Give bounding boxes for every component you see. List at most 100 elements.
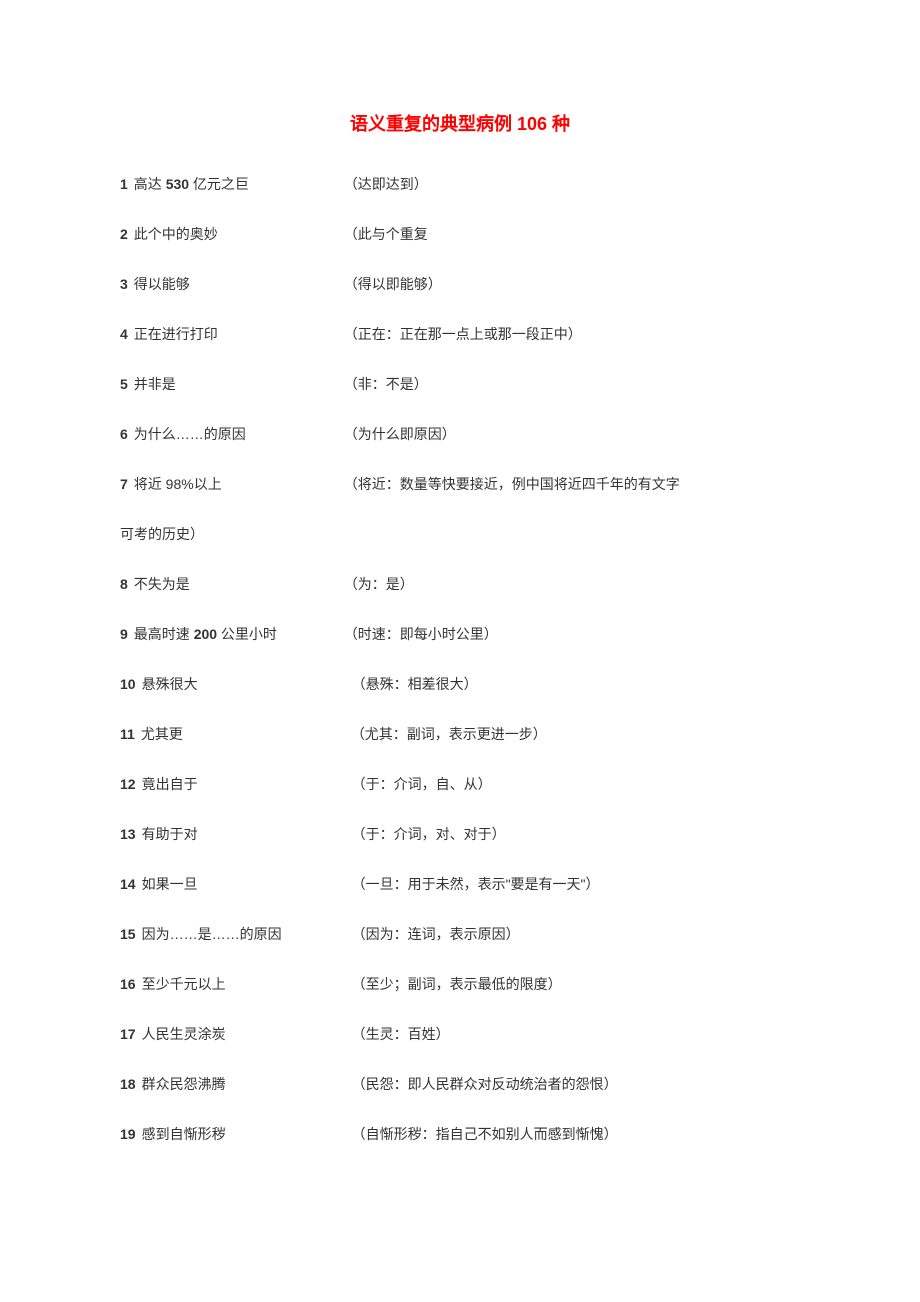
item-number: 3	[120, 274, 128, 295]
list-item: 6 为什么……的原因 （为什么即原因）	[120, 424, 800, 445]
item-phrase: 最高时速 200 公里小时	[134, 624, 344, 645]
item-phrase: 如果一旦	[142, 874, 352, 895]
item-number: 17	[120, 1024, 136, 1045]
list-item: 5 并非是 （非：不是）	[120, 374, 800, 395]
item-note: （得以即能够）	[344, 274, 800, 295]
item-number: 18	[120, 1074, 136, 1095]
list-item: 11 尤其更 （尤其：副词，表示更进一步）	[120, 724, 800, 745]
item-phrase: 将近 98%以上	[134, 474, 344, 495]
list-item: 12 竟出自于 （于：介词，自、从）	[120, 774, 800, 795]
phrase-bold: 200	[194, 626, 217, 642]
document-title: 语义重复的典型病例 106 种	[120, 110, 800, 136]
list-item: 10 悬殊很大（悬殊：相差很大）	[120, 674, 800, 695]
item-phrase: 悬殊很大	[142, 674, 352, 695]
item-continuation: 可考的历史）	[120, 524, 800, 545]
phrase-pre: 竟出自于	[142, 776, 198, 792]
list-item: 3 得以能够 （得以即能够）	[120, 274, 800, 295]
phrase-pre: 因为……是……的原因	[142, 926, 282, 942]
item-note: （民怨：即人民群众对反动统治者的怨恨）	[352, 1074, 800, 1095]
list-item: 17 人民生灵涂炭 （生灵：百姓）	[120, 1024, 800, 1045]
item-phrase: 此个中的奥妙	[134, 224, 344, 245]
item-phrase: 高达 530 亿元之巨	[134, 174, 344, 195]
list-item: 1高达 530 亿元之巨（达即达到）	[120, 174, 800, 195]
list-item: 4 正在进行打印（正在：正在那一点上或那一段正中）	[120, 324, 800, 345]
item-note: （将近：数量等快要接近，例中国将近四千年的有文字	[344, 474, 800, 495]
list-item: 8 不失为是 （为：是）	[120, 574, 800, 595]
item-note: （为什么即原因）	[344, 424, 800, 445]
list-item: 13 有助于对 （于：介词，对、对于）	[120, 824, 800, 845]
item-note: （正在：正在那一点上或那一段正中）	[344, 324, 800, 345]
item-note: （一旦：用于未然，表示"要是有一天"）	[352, 874, 800, 895]
list-item: 16 至少千元以上 （至少；副词，表示最低的限度）	[120, 974, 800, 995]
list-item: 14 如果一旦 （一旦：用于未然，表示"要是有一天"）	[120, 874, 800, 895]
item-note: （生灵：百姓）	[352, 1024, 800, 1045]
item-number: 8	[120, 574, 128, 595]
item-note: （为：是）	[344, 574, 800, 595]
item-phrase: 正在进行打印	[134, 324, 344, 345]
item-number: 6	[120, 424, 128, 445]
phrase-pre: 尤其更	[141, 726, 183, 742]
item-number: 2	[120, 224, 128, 245]
item-number: 4	[120, 324, 128, 345]
item-phrase: 群众民怨沸腾	[142, 1074, 352, 1095]
phrase-pre: 至少千元以上	[142, 976, 226, 992]
item-number: 7	[120, 474, 128, 495]
phrase-pre: 为什么……的原因	[134, 426, 246, 442]
item-number: 10	[120, 674, 136, 695]
item-number: 15	[120, 924, 136, 945]
item-phrase: 感到自惭形秽	[142, 1124, 352, 1145]
phrase-pre: 不失为是	[134, 576, 190, 592]
item-list: 1高达 530 亿元之巨（达即达到）2此个中的奥妙（此与个重复3得以能够（得以即…	[120, 174, 800, 1145]
item-note: （非：不是）	[344, 374, 800, 395]
list-item: 18 群众民怨沸腾 （民怨：即人民群众对反动统治者的怨恨）	[120, 1074, 800, 1095]
item-note: （于：介词，对、对于）	[352, 824, 800, 845]
item-number: 13	[120, 824, 136, 845]
phrase-pre: 有助于对	[142, 826, 198, 842]
item-number: 12	[120, 774, 136, 795]
phrase-pre: 高达	[134, 176, 166, 192]
item-number: 11	[120, 724, 135, 745]
list-item: 7 将近 98%以上 （将近：数量等快要接近，例中国将近四千年的有文字	[120, 474, 800, 495]
item-note: （至少；副词，表示最低的限度）	[352, 974, 800, 995]
item-phrase: 并非是	[134, 374, 344, 395]
item-phrase: 得以能够	[134, 274, 344, 295]
item-note: （于：介词，自、从）	[352, 774, 800, 795]
item-note: （尤其：副词，表示更进一步）	[351, 724, 800, 745]
item-phrase: 尤其更	[141, 724, 351, 745]
phrase-pre: 并非是	[134, 376, 176, 392]
item-phrase: 至少千元以上	[142, 974, 352, 995]
phrase-pre: 此个中的奥妙	[134, 226, 218, 242]
list-item: 9最高时速 200 公里小时（时速：即每小时公里）	[120, 624, 800, 645]
item-phrase: 人民生灵涂炭	[142, 1024, 352, 1045]
item-number: 19	[120, 1124, 136, 1145]
phrase-post: 公里小时	[217, 626, 277, 642]
item-number: 14	[120, 874, 136, 895]
item-note: （悬殊：相差很大）	[352, 674, 800, 695]
item-number: 1	[120, 174, 128, 195]
phrase-post: 将近 98%以上	[134, 476, 222, 492]
item-number: 5	[120, 374, 128, 395]
phrase-pre: 最高时速	[134, 626, 194, 642]
item-note: （达即达到）	[344, 174, 800, 195]
phrase-pre: 感到自惭形秽	[142, 1126, 226, 1142]
phrase-post: 亿元之巨	[189, 176, 249, 192]
item-note: （自惭形秽：指自己不如别人而感到惭愧）	[352, 1124, 800, 1145]
item-note: （因为：连词，表示原因）	[352, 924, 800, 945]
item-number: 16	[120, 974, 136, 995]
list-item: 19 感到自惭形秽 （自惭形秽：指自己不如别人而感到惭愧）	[120, 1124, 800, 1145]
phrase-pre: 如果一旦	[142, 876, 198, 892]
item-note: （此与个重复	[344, 224, 800, 245]
item-phrase: 竟出自于	[142, 774, 352, 795]
item-phrase: 有助于对	[142, 824, 352, 845]
list-item: 2 此个中的奥妙 （此与个重复	[120, 224, 800, 245]
phrase-bold: 530	[166, 176, 189, 192]
phrase-pre: 人民生灵涂炭	[142, 1026, 226, 1042]
item-phrase: 不失为是	[134, 574, 344, 595]
list-item: 15 因为……是……的原因 （因为：连词，表示原因）	[120, 924, 800, 945]
phrase-pre: 得以能够	[134, 276, 190, 292]
item-note: （时速：即每小时公里）	[344, 624, 800, 645]
phrase-pre: 群众民怨沸腾	[142, 1076, 226, 1092]
item-phrase: 为什么……的原因	[134, 424, 344, 445]
item-phrase: 因为……是……的原因	[142, 924, 352, 945]
item-number: 9	[120, 624, 128, 645]
